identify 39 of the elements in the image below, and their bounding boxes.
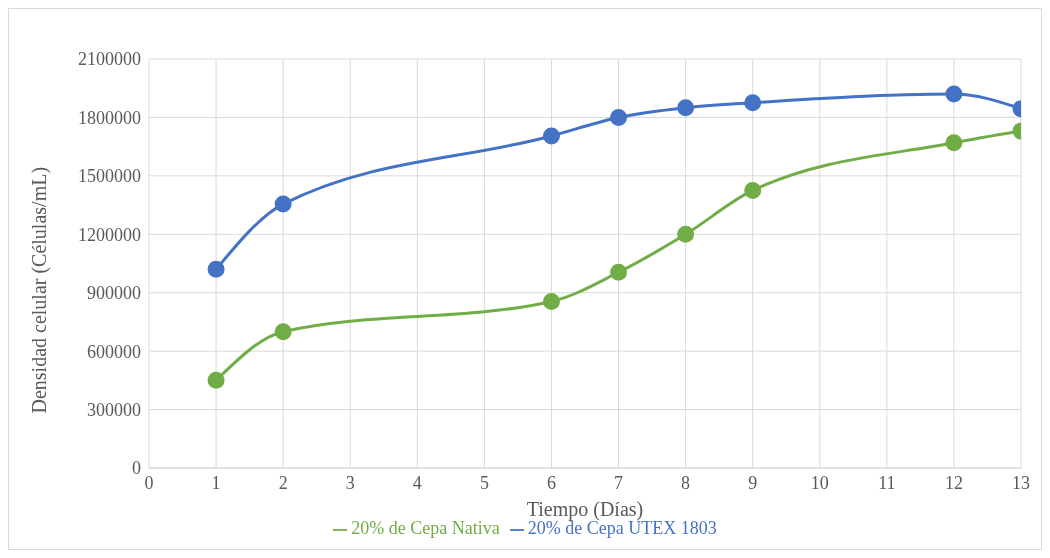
point: [945, 85, 963, 103]
legend-label: 20% de Cepa Nativa: [351, 518, 500, 538]
point: [677, 225, 695, 243]
y-tick-label: 600000: [87, 341, 141, 362]
x-tick-label: 6: [546, 472, 556, 493]
point: [274, 195, 292, 213]
x-tick-label: 1: [211, 472, 221, 493]
x-tick-label: 13: [1012, 472, 1030, 493]
point: [274, 323, 292, 341]
y-tick-label: 1200000: [78, 224, 141, 245]
y-tick-label: 300000: [87, 399, 141, 420]
point: [207, 260, 225, 278]
y-tick-label: 2100000: [78, 49, 141, 70]
point: [542, 127, 560, 145]
point: [744, 181, 762, 199]
x-tick-label: 7: [614, 472, 624, 493]
x-tick-label: 9: [748, 472, 758, 493]
x-tick-label: 2: [278, 472, 288, 493]
x-tick-label: 10: [810, 472, 829, 493]
y-tick-label: 1800000: [78, 107, 141, 128]
point: [677, 99, 695, 117]
x-axis-title: Tiempo (Días): [526, 498, 644, 521]
x-tick-label: 0: [144, 472, 154, 493]
y-tick-label: 900000: [87, 283, 141, 304]
point: [610, 108, 628, 126]
x-tick-label: 12: [944, 472, 963, 493]
point: [610, 263, 628, 281]
x-tick-label: 8: [681, 472, 691, 493]
y-tick-label: 1500000: [78, 166, 141, 187]
x-tick-label: 3: [345, 472, 355, 493]
x-tick-label: 4: [412, 472, 422, 493]
point: [744, 94, 762, 112]
y-tick-label: 0: [132, 458, 141, 479]
point: [945, 134, 963, 152]
point: [207, 371, 225, 389]
point: [542, 292, 560, 310]
y-axis-title: Densidad celular (Células/mL): [28, 166, 52, 414]
x-tick-label: 11: [878, 472, 896, 493]
x-tick-label: 5: [479, 472, 489, 493]
